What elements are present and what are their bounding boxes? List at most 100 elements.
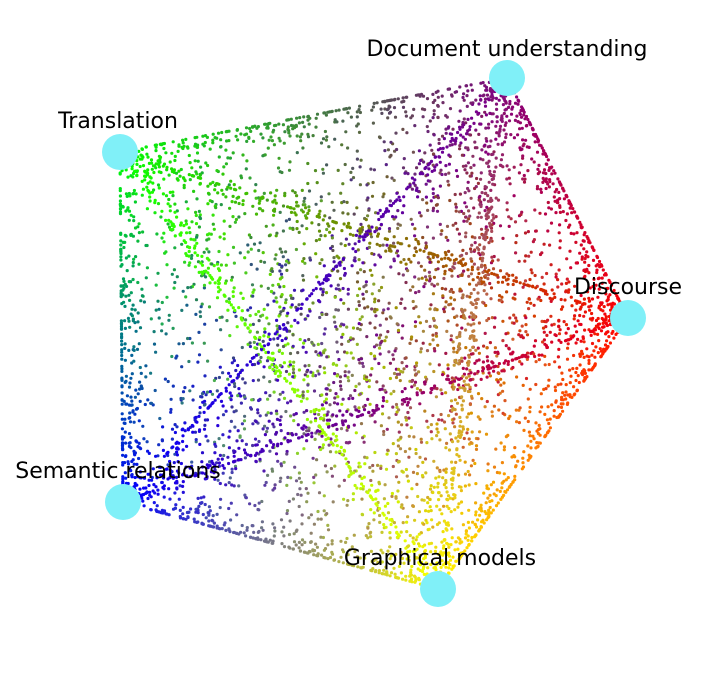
- document-point: [438, 184, 442, 188]
- document-point: [366, 214, 370, 218]
- document-point: [551, 182, 555, 186]
- document-point: [188, 231, 192, 235]
- document-point: [519, 115, 524, 119]
- document-point: [172, 286, 176, 290]
- document-point: [334, 325, 338, 329]
- document-point: [443, 269, 447, 273]
- document-point: [138, 470, 142, 474]
- document-point: [148, 199, 152, 203]
- document-point: [389, 153, 393, 157]
- document-point: [474, 525, 479, 529]
- document-point: [122, 279, 126, 283]
- document-point: [473, 186, 477, 191]
- document-point: [385, 237, 389, 241]
- document-point: [547, 362, 551, 367]
- document-point: [256, 125, 260, 129]
- document-point: [445, 528, 449, 532]
- document-point: [507, 224, 511, 228]
- document-point: [465, 367, 469, 371]
- document-point: [367, 379, 371, 383]
- document-point: [395, 191, 399, 195]
- document-point: [258, 342, 262, 346]
- document-point: [208, 509, 212, 513]
- document-point: [468, 402, 472, 407]
- document-point: [133, 308, 137, 312]
- document-point: [208, 147, 212, 151]
- document-point: [292, 532, 296, 536]
- document-point: [446, 523, 451, 527]
- document-point: [307, 516, 311, 520]
- document-point: [285, 449, 289, 454]
- document-point: [418, 455, 422, 459]
- document-point: [466, 534, 470, 538]
- document-point: [282, 545, 287, 549]
- document-point: [182, 224, 186, 228]
- document-point: [587, 263, 591, 268]
- document-point: [514, 316, 518, 320]
- document-point: [354, 384, 358, 388]
- document-point: [480, 259, 484, 263]
- document-point: [119, 243, 123, 247]
- document-point: [206, 439, 210, 443]
- document-point: [325, 511, 329, 516]
- document-point: [482, 246, 486, 250]
- document-point: [506, 282, 510, 286]
- document-point: [497, 408, 501, 412]
- document-point: [518, 281, 522, 285]
- document-point: [344, 364, 348, 368]
- document-point: [342, 200, 346, 204]
- document-point: [557, 231, 561, 235]
- document-point: [515, 319, 519, 323]
- document-point: [120, 364, 124, 368]
- document-point: [132, 359, 136, 363]
- document-point: [148, 175, 152, 179]
- document-point: [341, 119, 345, 123]
- document-point: [435, 466, 439, 470]
- document-point: [299, 480, 303, 484]
- document-point: [266, 473, 270, 477]
- document-point: [465, 294, 469, 298]
- document-point: [415, 387, 419, 391]
- document-point: [545, 271, 549, 276]
- document-point: [368, 402, 372, 406]
- document-point: [349, 469, 353, 473]
- document-point: [252, 242, 257, 246]
- document-point: [213, 477, 217, 481]
- document-point: [127, 218, 131, 222]
- document-point: [569, 204, 573, 208]
- document-point: [292, 540, 297, 544]
- document-point: [419, 437, 423, 441]
- document-point: [491, 213, 495, 217]
- document-point: [167, 313, 171, 317]
- document-point: [229, 398, 233, 402]
- document-point: [588, 286, 592, 290]
- document-point: [503, 490, 507, 494]
- document-point: [139, 153, 143, 157]
- document-point: [202, 427, 207, 431]
- document-point: [256, 408, 260, 412]
- document-point: [123, 319, 127, 323]
- document-point: [323, 371, 327, 375]
- document-point: [174, 503, 178, 507]
- document-point: [301, 390, 305, 394]
- document-point: [123, 380, 127, 384]
- document-point: [248, 344, 252, 349]
- document-point: [205, 238, 209, 242]
- document-point: [150, 161, 154, 165]
- document-point: [355, 486, 359, 490]
- document-point: [274, 364, 278, 368]
- document-point: [411, 150, 415, 154]
- document-point: [526, 458, 530, 462]
- document-point: [277, 314, 281, 318]
- document-point: [349, 351, 353, 355]
- document-point: [266, 286, 270, 290]
- document-point: [261, 313, 265, 317]
- document-point: [451, 127, 455, 131]
- document-point: [501, 103, 505, 107]
- document-point: [386, 501, 390, 506]
- document-point: [438, 508, 442, 512]
- document-point: [340, 452, 344, 457]
- document-point: [305, 227, 309, 231]
- document-point: [555, 187, 559, 192]
- document-point: [528, 434, 532, 438]
